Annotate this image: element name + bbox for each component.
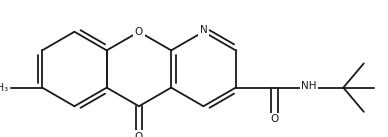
Text: N: N xyxy=(199,25,207,35)
Text: O: O xyxy=(135,27,143,37)
Text: O: O xyxy=(271,114,279,124)
Text: NH: NH xyxy=(301,81,317,91)
Text: O: O xyxy=(135,132,143,137)
Text: CH₃: CH₃ xyxy=(0,83,9,93)
